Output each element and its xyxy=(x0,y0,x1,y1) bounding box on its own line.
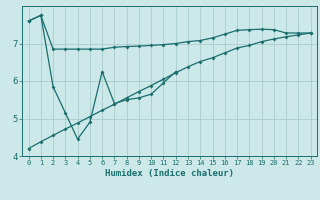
X-axis label: Humidex (Indice chaleur): Humidex (Indice chaleur) xyxy=(105,169,234,178)
